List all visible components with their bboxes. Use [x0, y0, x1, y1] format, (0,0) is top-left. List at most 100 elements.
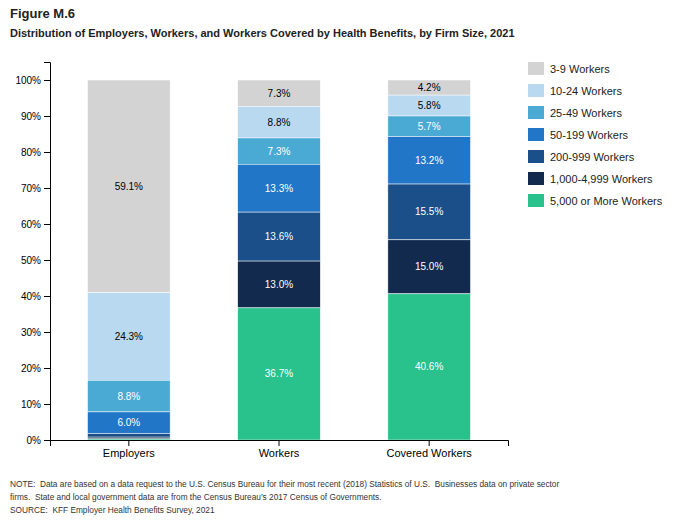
bar-segment	[88, 412, 171, 434]
y-axis: 0% 10% 20% 30% 40% 50% 60% 70% 80% 90% 100%	[15, 63, 50, 446]
x-tick-label: Employers	[103, 447, 155, 459]
y-tick: 80%	[21, 147, 50, 158]
bar-segment	[388, 116, 471, 137]
bar-series	[88, 294, 471, 440]
data-label: 8.8%	[268, 117, 291, 128]
x-tick-mark	[429, 440, 430, 446]
bar-segment	[88, 380, 171, 412]
y-tick-label: 30%	[21, 327, 41, 338]
x-tick-mark	[279, 440, 280, 446]
bar-segment	[238, 164, 321, 212]
y-tick-mark	[44, 224, 50, 225]
data-label: 5.7%	[418, 121, 441, 132]
bar-segment	[388, 294, 471, 440]
legend-item: 5,000 or More Workers	[528, 194, 663, 207]
bar-segment	[88, 293, 171, 380]
legend-item: 3-9 Workers	[528, 62, 610, 75]
bar-segment	[388, 95, 471, 116]
plot: 59.1%7.3%4.2%24.3%8.8%5.8%8.8%7.3%5.7%6.…	[15, 63, 508, 459]
bar-segment	[238, 212, 321, 261]
chart: Figure M.6 Distribution of Employers, Wor…	[0, 0, 698, 525]
y-tick: 70%	[21, 183, 50, 194]
bars	[88, 80, 471, 440]
data-label: 13.3%	[265, 183, 293, 194]
y-tick-mark	[44, 152, 50, 153]
annotation: firms. State and local government data a…	[10, 492, 382, 502]
y-tick-label: 10%	[21, 399, 41, 410]
bar-segment	[388, 240, 471, 294]
y-tick-mark	[44, 260, 50, 261]
data-label: 7.3%	[268, 88, 291, 99]
y-tick-mark	[44, 440, 50, 441]
legend-swatch	[528, 128, 544, 141]
legend-label: 25-49 Workers	[550, 107, 622, 119]
legend-swatch	[528, 84, 544, 97]
data-label: 8.8%	[117, 391, 140, 402]
y-tick: 10%	[21, 399, 50, 410]
data-label: 6.0%	[117, 417, 140, 428]
x-tick-label: Workers	[259, 447, 300, 459]
y-tick-mark	[44, 332, 50, 333]
bar-segment	[388, 137, 471, 185]
y-tick-label: 40%	[21, 291, 41, 302]
legend-label: 3-9 Workers	[550, 63, 610, 75]
y-tick-label: 50%	[21, 255, 41, 266]
legend-label: 50-199 Workers	[550, 129, 629, 141]
data-label: 13.6%	[265, 231, 293, 242]
data-label: 36.7%	[265, 368, 293, 379]
y-tick: 90%	[21, 111, 50, 122]
x-axis-line	[51, 441, 509, 447]
y-axis-line	[44, 63, 51, 441]
y-tick: 20%	[21, 363, 50, 374]
annotation: SOURCE: KFF Employer Health Benefits Sur…	[10, 505, 215, 515]
x-tick-label: Covered Workers	[386, 447, 472, 459]
x-tick-mark	[128, 440, 129, 446]
y-tick-mark	[44, 188, 50, 189]
legend-item: 25-49 Workers	[528, 106, 622, 119]
y-tick: 60%	[21, 219, 50, 230]
legend-item: 200-999 Workers	[528, 150, 635, 163]
data-label: 13.2%	[415, 155, 443, 166]
title: Figure M.6	[10, 6, 75, 21]
x-tick: Workers	[259, 440, 300, 459]
data-label: 5.8%	[418, 100, 441, 111]
bar-segment	[238, 308, 321, 440]
y-tick-label: 20%	[21, 363, 41, 374]
data-label: 4.2%	[418, 82, 441, 93]
y-tick: 50%	[21, 255, 50, 266]
y-tick: 30%	[21, 327, 50, 338]
legend-item: 1,000-4,999 Workers	[528, 172, 653, 185]
y-tick-mark	[44, 404, 50, 405]
y-tick-label: 100%	[15, 75, 41, 86]
bar-segment	[238, 261, 321, 308]
y-tick-mark	[44, 368, 50, 369]
data-label: 13.0%	[265, 279, 293, 290]
legend-label: 5,000 or More Workers	[550, 195, 663, 207]
data-label: 7.3%	[268, 146, 291, 157]
y-tick: 0%	[27, 435, 50, 446]
y-tick: 100%	[15, 75, 50, 86]
bar-segment	[388, 80, 471, 95]
bar-segment	[238, 80, 321, 106]
bar-segment	[238, 138, 321, 164]
legend-swatch	[528, 106, 544, 119]
bar-segment	[88, 437, 171, 439]
legend-label: 200-999 Workers	[550, 151, 635, 163]
y-tick-mark	[44, 296, 50, 297]
legend-item: 10-24 Workers	[528, 84, 622, 97]
legend-label: 1,000-4,999 Workers	[550, 173, 653, 185]
legend-item: 50-199 Workers	[528, 128, 629, 141]
data-label: 40.6%	[415, 361, 443, 372]
y-tick-mark	[44, 80, 50, 81]
x-axis: Employers Workers Covered Workers	[51, 440, 509, 459]
legend-swatch	[528, 62, 544, 75]
subtitle: Distribution of Employers, Workers, and …	[10, 27, 515, 39]
y-tick-label: 90%	[21, 111, 41, 122]
legend-swatch	[528, 172, 544, 185]
legend-swatch	[528, 150, 544, 163]
data-label: 15.0%	[415, 261, 443, 272]
y-tick-label: 70%	[21, 183, 41, 194]
legend-swatch	[528, 194, 544, 207]
annotation: NOTE: Data are based on a data request t…	[10, 479, 559, 489]
bar-segment	[388, 184, 471, 240]
